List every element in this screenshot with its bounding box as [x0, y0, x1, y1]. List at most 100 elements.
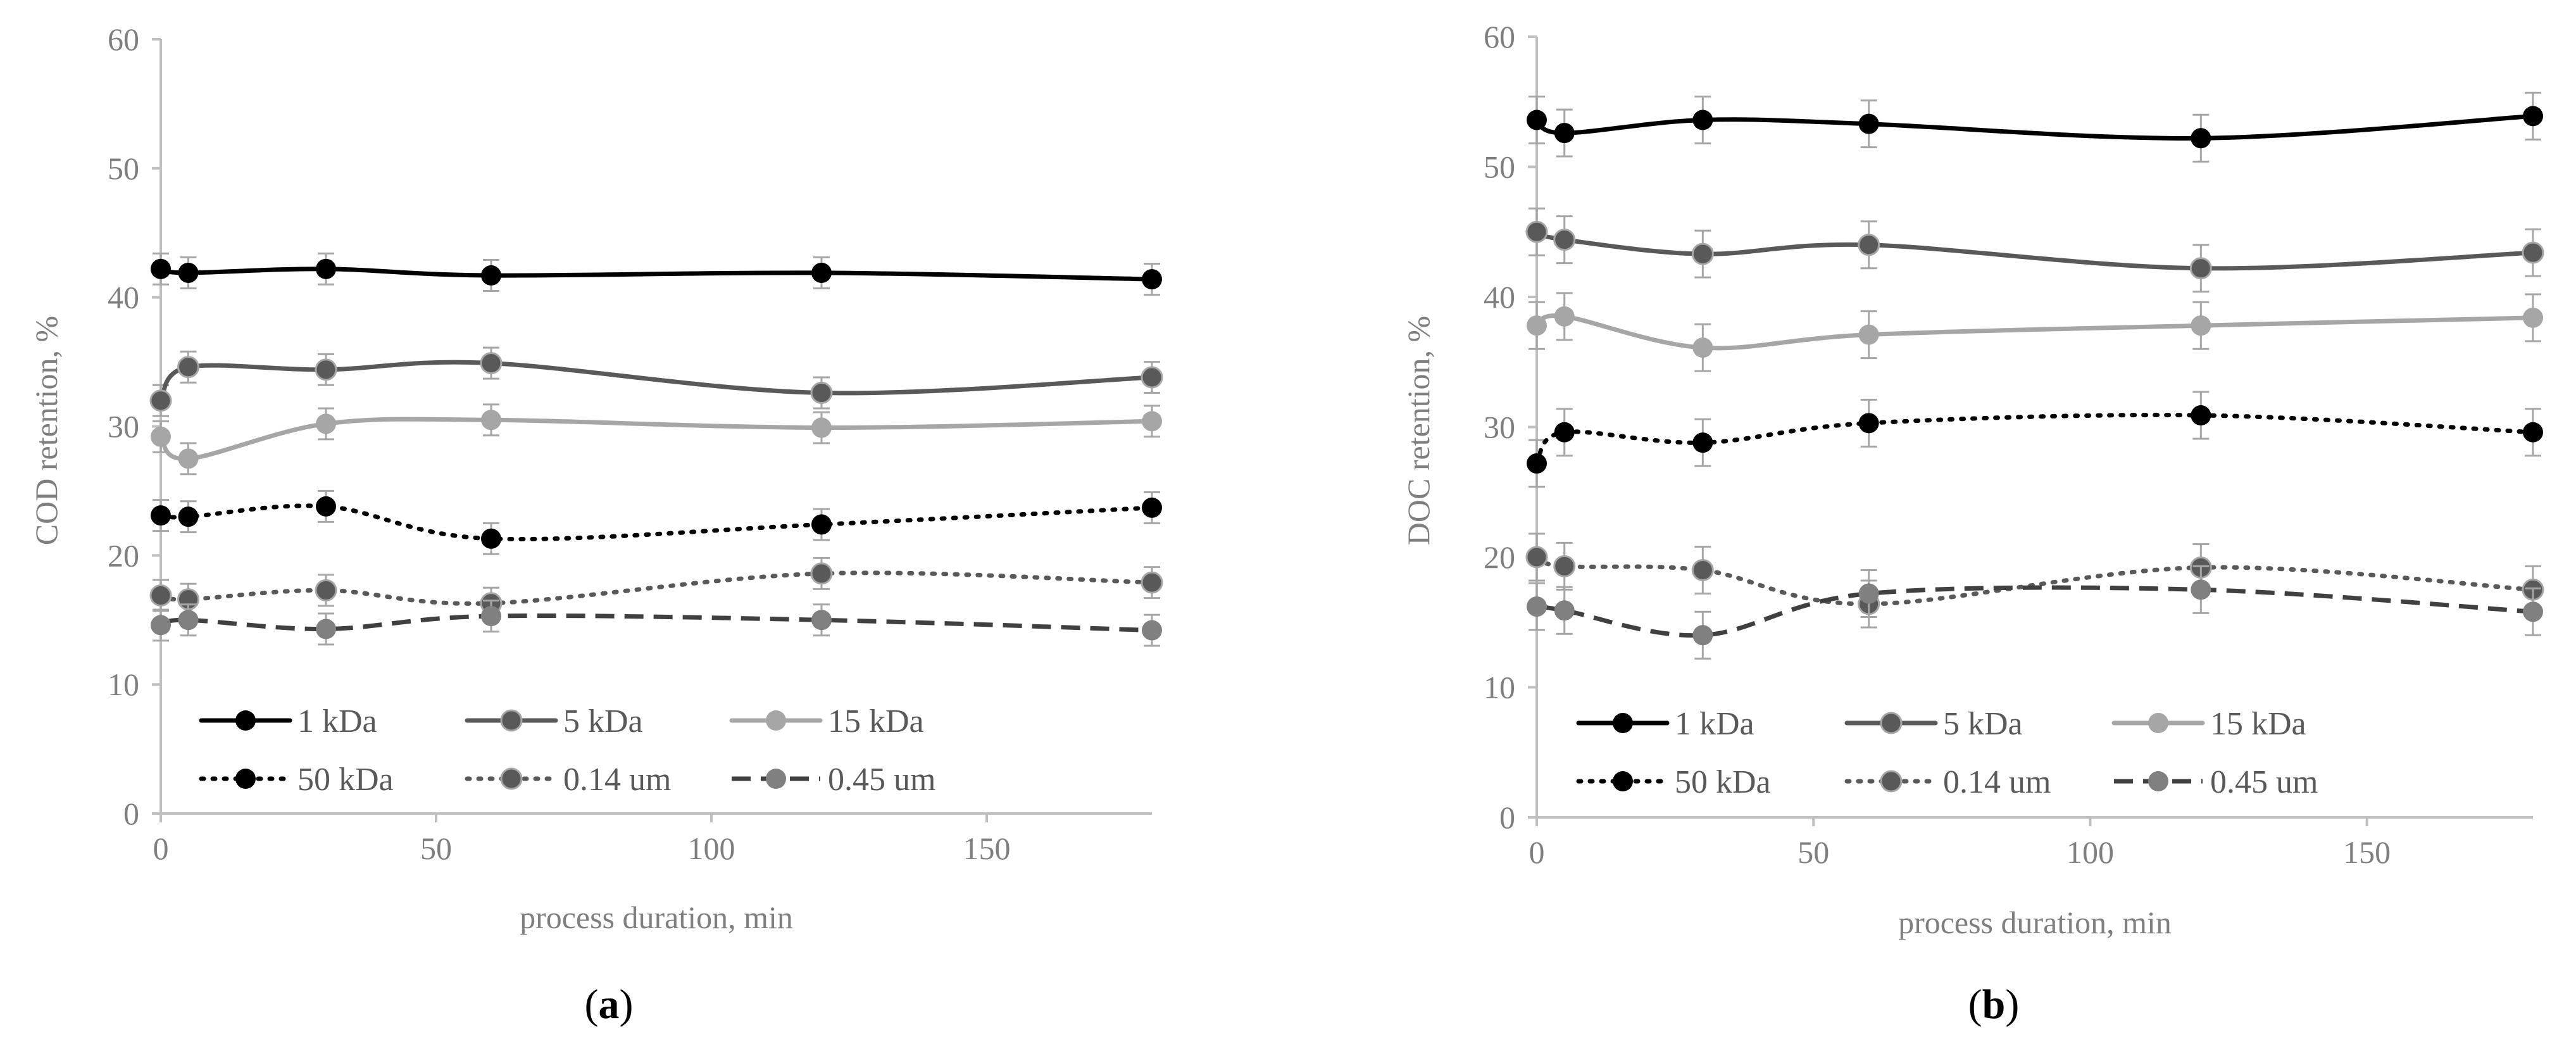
series-layer [149, 252, 1163, 647]
data-point [1554, 600, 1575, 621]
data-point [481, 528, 501, 549]
data-point [1527, 315, 1547, 336]
series-0-45-um [151, 600, 1162, 647]
x-tick-label: 50 [1798, 834, 1829, 870]
legend-marker [766, 710, 786, 731]
data-point [178, 610, 199, 631]
data-point [151, 426, 171, 447]
data-point [1858, 113, 1879, 134]
legend-label: 0.45 um [2210, 764, 2318, 800]
legend-label: 15 kDa [828, 703, 924, 739]
series-line [158, 570, 1154, 606]
series-50-kda [1527, 391, 2543, 488]
data-point [1691, 242, 1714, 265]
legend-label: 0.14 um [1943, 764, 2051, 800]
y-tick-label: 60 [108, 22, 139, 57]
data-point [2191, 405, 2211, 426]
y-tick-label: 30 [108, 409, 139, 444]
data-point [1142, 269, 1162, 290]
series-1-kda [1527, 91, 2543, 163]
x-tick-label: 0 [153, 831, 169, 866]
y-tick-label: 40 [108, 280, 139, 315]
x-tick-label: 100 [2066, 834, 2114, 870]
data-point [1525, 220, 1548, 243]
y-tick-label: 50 [108, 151, 139, 186]
data-point [1691, 559, 1714, 582]
legend-label: 50 kDa [1675, 764, 1771, 800]
legend-marker [766, 769, 786, 789]
data-point [1525, 546, 1548, 569]
y-tick-label: 60 [1484, 19, 1515, 54]
series-1-kda [151, 252, 1162, 296]
panel-caption: (b) [1968, 981, 2020, 1028]
data-point [1141, 366, 1163, 389]
data-point [811, 610, 832, 631]
y-tick-label: 0 [123, 796, 139, 831]
data-point [1141, 571, 1163, 594]
y-axis-title: COD retention, % [28, 316, 64, 545]
data-point [1692, 337, 1713, 358]
legend-marker [1880, 770, 1903, 793]
series-0-14-um [1525, 532, 2544, 629]
series-line [1534, 229, 2535, 271]
series-5-kda [149, 346, 1163, 417]
data-point [481, 410, 501, 431]
y-tick-label: 10 [1484, 670, 1515, 705]
data-point [178, 506, 199, 527]
legend-marker [1613, 713, 1633, 733]
series-line [158, 267, 1154, 282]
series-5-kda [1525, 207, 2544, 293]
legend-label: 0.14 um [563, 762, 671, 798]
x-tick-label: 0 [1529, 834, 1545, 870]
data-point [151, 258, 171, 279]
data-point [2191, 315, 2211, 336]
series-line [159, 613, 1153, 633]
data-point [1142, 497, 1162, 518]
axes: 0 10 20 30 40 50 60 0 50 100 150 [1484, 19, 2533, 870]
data-point [1692, 625, 1713, 646]
panel-caption: (a) [585, 981, 634, 1028]
legend-label: 15 kDa [2210, 706, 2306, 742]
data-point [315, 579, 337, 601]
data-point [316, 496, 336, 517]
legend-marker [2148, 771, 2168, 791]
series-line [1534, 413, 2535, 466]
x-tick-label: 150 [2343, 834, 2391, 870]
series-line [1534, 555, 2535, 607]
legend-marker [1613, 771, 1633, 791]
x-tick-label: 50 [420, 831, 452, 866]
data-point [1142, 620, 1162, 641]
data-point [151, 615, 171, 636]
series-15-kda [1527, 292, 2543, 372]
data-point [316, 258, 336, 279]
series-line [158, 503, 1154, 542]
series-0-14-um [149, 557, 1163, 620]
data-point [1692, 110, 1713, 130]
legend-label: 1 kDa [297, 703, 377, 739]
x-tick-label: 150 [963, 831, 1011, 866]
legend-marker [235, 710, 256, 731]
data-point [1554, 306, 1575, 327]
data-point [1858, 324, 1879, 345]
legend-marker [500, 709, 523, 732]
x-axis-title: process duration, min [1898, 905, 2172, 940]
legend-label: 5 kDa [1943, 706, 2023, 742]
data-point [2523, 601, 2543, 622]
data-point [811, 514, 832, 535]
data-point [1527, 596, 1547, 617]
data-point [316, 619, 336, 639]
y-tick-label: 10 [108, 667, 139, 702]
series-line [158, 417, 1154, 462]
data-point [480, 352, 503, 375]
data-point [810, 382, 833, 405]
legend-marker [235, 769, 256, 789]
data-point [1858, 583, 1879, 604]
y-tick-label: 30 [1484, 410, 1515, 445]
y-tick-label: 0 [1499, 800, 1515, 835]
data-point [1527, 453, 1547, 474]
data-point [178, 262, 199, 283]
data-point [810, 562, 833, 585]
y-tick-label: 20 [108, 538, 139, 573]
data-point [1554, 422, 1575, 443]
